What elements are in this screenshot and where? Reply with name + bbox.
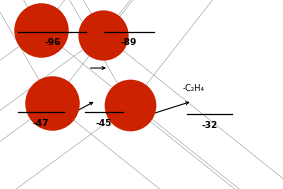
Point [128, 104, 132, 107]
Text: -C₂H₄: -C₂H₄ [183, 84, 205, 93]
Text: -32: -32 [201, 121, 218, 130]
Text: -96: -96 [44, 38, 61, 47]
Point [50, 101, 55, 105]
Text: -89: -89 [121, 38, 137, 47]
Text: -45: -45 [96, 119, 112, 128]
Point [101, 33, 106, 36]
Point [39, 29, 43, 32]
Text: -47: -47 [33, 119, 49, 128]
